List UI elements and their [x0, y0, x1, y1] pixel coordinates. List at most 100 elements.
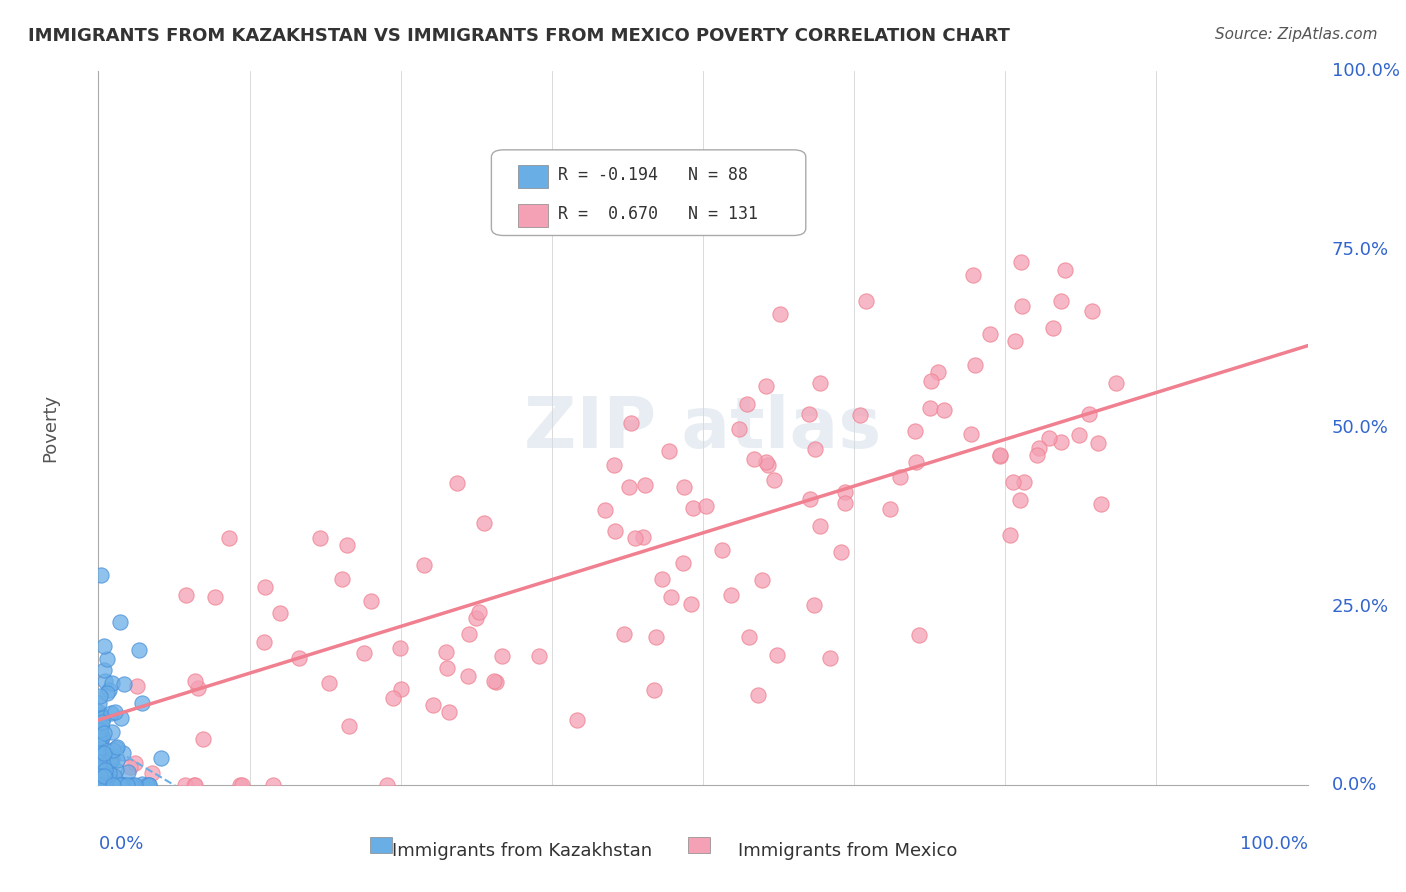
Point [191, 731, 214, 746]
Point [988, 449, 1011, 463]
Point [90, 719, 112, 733]
Point [89, 751, 111, 765]
Point [89, 689, 111, 703]
Point [105, 739, 128, 754]
Point [183, 778, 205, 792]
Point [98, 752, 121, 766]
Point [90, 730, 112, 744]
Point [389, 681, 412, 696]
Point [229, 778, 252, 792]
Point [1090, 497, 1112, 511]
Point [93, 769, 115, 783]
Bar [517, 204, 548, 227]
Point [117, 764, 139, 779]
Point [830, 545, 852, 559]
Point [360, 594, 382, 608]
Text: ZIP atlas: ZIP atlas [524, 393, 882, 463]
Point [965, 358, 987, 372]
Point [631, 530, 654, 544]
Point [90, 730, 112, 744]
Point [111, 778, 134, 792]
Point [735, 397, 758, 411]
Text: Immigrants from Mexico: Immigrants from Mexico [738, 842, 957, 860]
Point [174, 588, 197, 602]
Point [93, 746, 115, 760]
Point [111, 746, 134, 760]
Point [89, 778, 111, 792]
Point [927, 365, 949, 379]
Point [96, 757, 118, 772]
Point [353, 646, 375, 660]
Point [1087, 435, 1109, 450]
Point [124, 778, 146, 792]
Point [141, 766, 163, 780]
Point [491, 648, 513, 663]
Text: 0.0%: 0.0% [98, 835, 143, 853]
Point [1026, 448, 1049, 462]
Point [803, 598, 825, 612]
Point [375, 778, 398, 792]
Point [87, 731, 110, 746]
Point [988, 448, 1011, 462]
Point [603, 524, 626, 538]
Point [1053, 262, 1076, 277]
Point [613, 627, 636, 641]
Point [93, 711, 115, 725]
Point [90, 739, 112, 753]
Point [695, 499, 717, 513]
Point [1004, 334, 1026, 348]
Point [769, 307, 792, 321]
Point [108, 615, 131, 630]
Point [979, 326, 1001, 341]
Point [727, 422, 749, 436]
Point [484, 673, 506, 688]
Point [131, 696, 153, 710]
Point [617, 480, 640, 494]
Point [107, 778, 129, 792]
Point [485, 674, 508, 689]
Point [101, 778, 124, 792]
Point [118, 759, 141, 773]
Point [738, 630, 761, 644]
Point [89, 705, 111, 719]
Point [89, 778, 111, 792]
Point [90, 778, 112, 792]
Point [288, 651, 311, 665]
Point [765, 648, 787, 662]
Point [100, 725, 122, 739]
Point [720, 588, 742, 602]
Point [620, 416, 643, 430]
Point [91, 773, 114, 788]
Point [633, 478, 655, 492]
Point [810, 376, 832, 391]
Point [457, 627, 479, 641]
Point [1028, 441, 1050, 455]
Text: Poverty: Poverty [41, 394, 59, 462]
Point [1042, 321, 1064, 335]
Point [136, 778, 159, 792]
Point [330, 572, 353, 586]
Point [90, 715, 112, 730]
Point [755, 379, 778, 393]
Text: 75.0%: 75.0% [1331, 241, 1389, 259]
Point [799, 491, 821, 506]
Point [98, 766, 121, 780]
Point [1067, 428, 1090, 442]
Point [855, 293, 877, 308]
Point [103, 771, 125, 785]
Point [751, 573, 773, 587]
Point [183, 778, 205, 792]
Point [960, 426, 983, 441]
Point [309, 531, 332, 545]
Point [1105, 376, 1128, 391]
Point [218, 532, 240, 546]
Point [100, 753, 122, 767]
Point [1012, 475, 1035, 489]
Point [755, 455, 778, 469]
Point [671, 556, 693, 570]
Point [128, 643, 150, 657]
Point [820, 651, 842, 665]
Point [87, 755, 110, 769]
Text: R =  0.670   N = 131: R = 0.670 N = 131 [558, 205, 758, 223]
Point [94, 778, 117, 792]
